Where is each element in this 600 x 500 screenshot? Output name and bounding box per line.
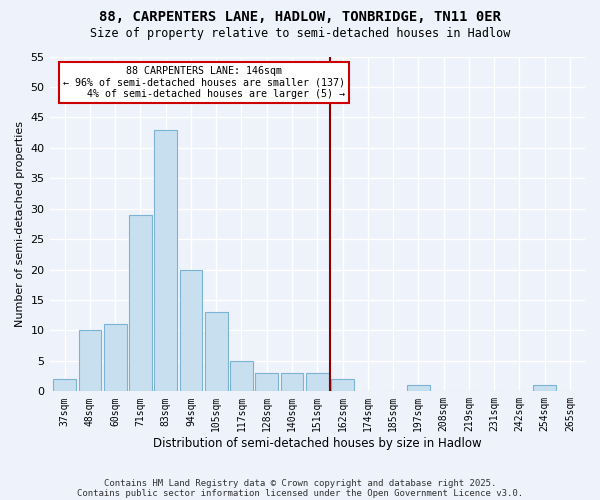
Text: 88 CARPENTERS LANE: 146sqm
← 96% of semi-detached houses are smaller (137)
    4: 88 CARPENTERS LANE: 146sqm ← 96% of semi…: [62, 66, 344, 99]
Bar: [281, 373, 304, 392]
Bar: [104, 324, 127, 392]
Bar: [256, 373, 278, 392]
Bar: [230, 361, 253, 392]
Bar: [129, 215, 152, 392]
Text: 88, CARPENTERS LANE, HADLOW, TONBRIDGE, TN11 0ER: 88, CARPENTERS LANE, HADLOW, TONBRIDGE, …: [99, 10, 501, 24]
Bar: [53, 379, 76, 392]
Bar: [306, 373, 329, 392]
Text: Contains HM Land Registry data © Crown copyright and database right 2025.: Contains HM Land Registry data © Crown c…: [104, 478, 496, 488]
Bar: [179, 270, 202, 392]
Text: Size of property relative to semi-detached houses in Hadlow: Size of property relative to semi-detach…: [90, 28, 510, 40]
Y-axis label: Number of semi-detached properties: Number of semi-detached properties: [15, 121, 25, 327]
Bar: [205, 312, 227, 392]
Text: Contains public sector information licensed under the Open Government Licence v3: Contains public sector information licen…: [77, 488, 523, 498]
Bar: [331, 379, 354, 392]
X-axis label: Distribution of semi-detached houses by size in Hadlow: Distribution of semi-detached houses by …: [153, 437, 482, 450]
Bar: [533, 385, 556, 392]
Bar: [79, 330, 101, 392]
Bar: [407, 385, 430, 392]
Bar: [154, 130, 177, 392]
